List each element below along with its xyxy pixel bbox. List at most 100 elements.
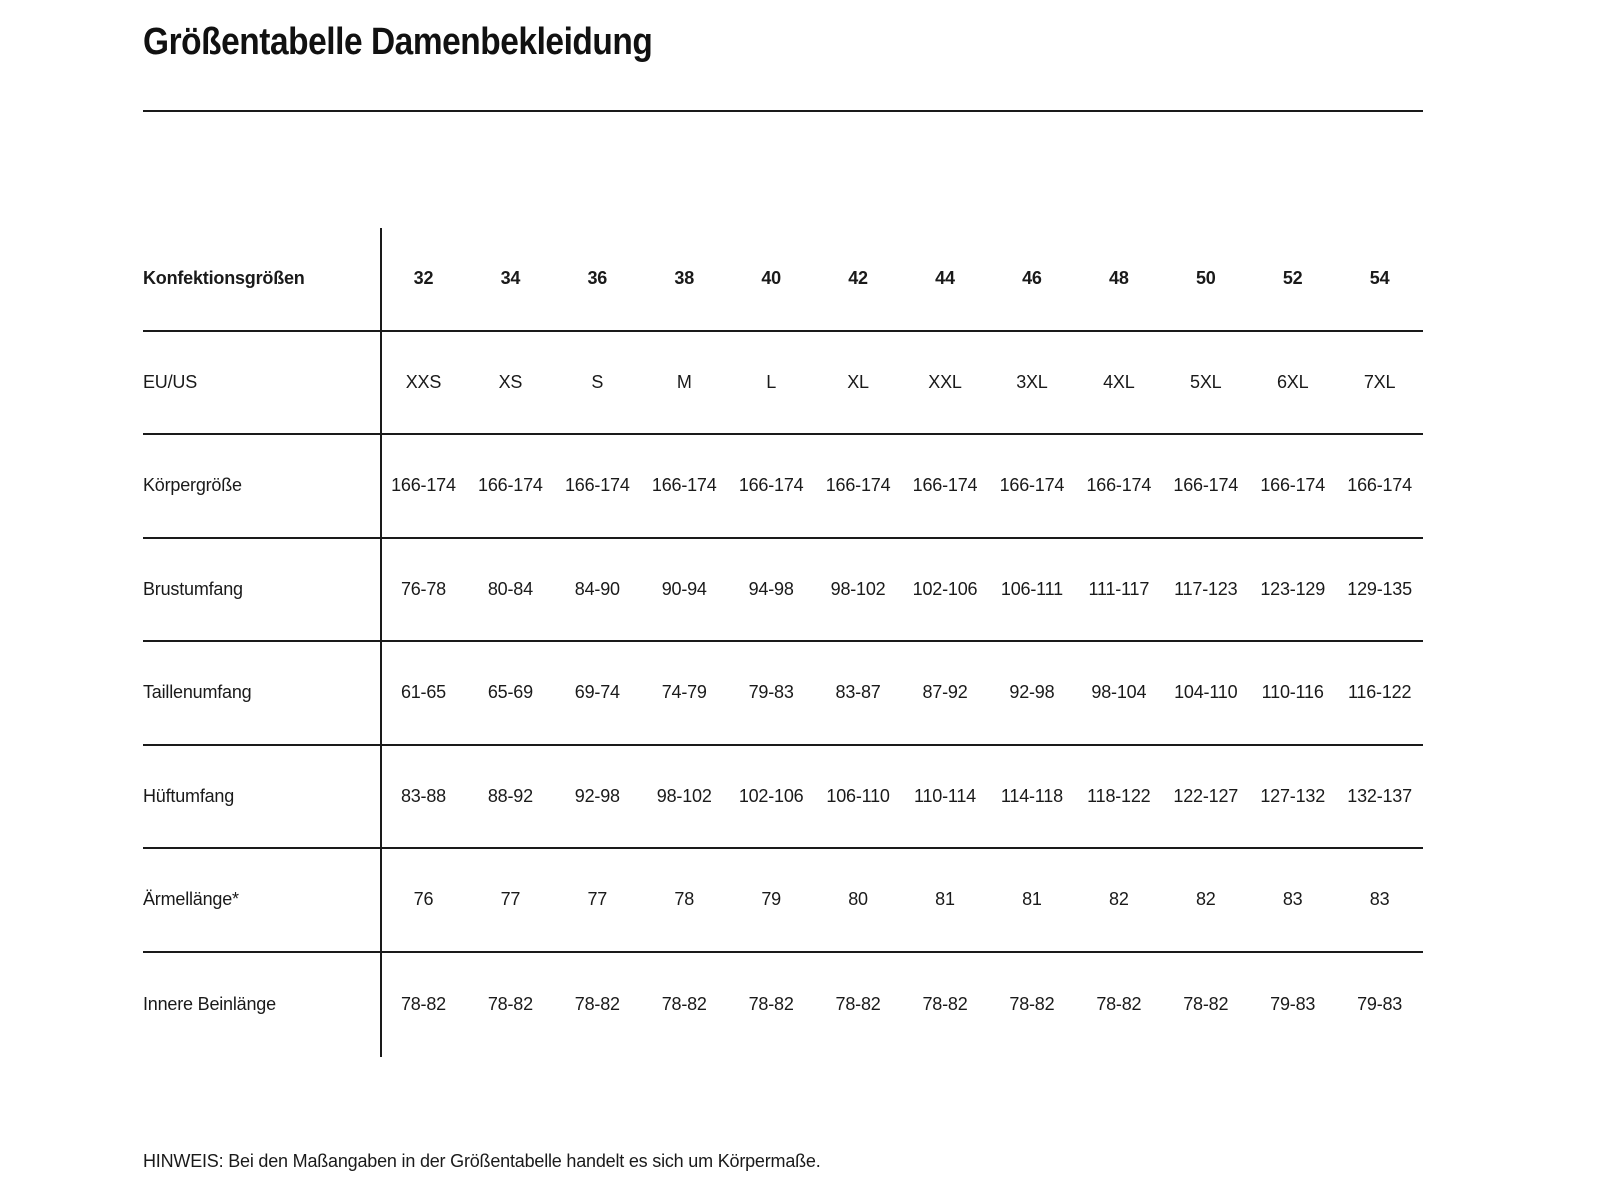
value-cell: 82 <box>1195 889 1216 910</box>
value-cell: 106-110 <box>826 785 890 806</box>
value-cell: 82 <box>1109 889 1129 910</box>
row-label: Innere Beinlänge <box>143 994 276 1014</box>
table-row: Ärmellänge* 76 77 77 78 79 80 81 81 82 82 83 83 <box>143 849 1423 953</box>
value-cell: 78-82 <box>574 994 620 1014</box>
value-cell: L <box>766 371 777 392</box>
size-column-header: 48 <box>1109 268 1129 289</box>
value-cell: 6XL <box>1276 371 1309 392</box>
value-cell: 7XL <box>1363 371 1396 392</box>
size-column-header: 34 <box>500 268 521 289</box>
size-column-header: 50 <box>1195 268 1216 289</box>
size-column-header: 38 <box>674 268 695 289</box>
value-cell: 80 <box>848 889 868 910</box>
value-cell: 79 <box>761 889 781 910</box>
value-cell: 78-82 <box>748 994 794 1014</box>
value-cell: 106-111 <box>1000 578 1063 599</box>
size-column-header: 32 <box>413 268 434 289</box>
value-cell: 102-106 <box>912 578 978 599</box>
value-cell: 98-104 <box>1091 682 1147 703</box>
value-cell: XXL <box>928 371 962 392</box>
size-column-header: 40 <box>761 268 781 289</box>
value-cell: 166-174 <box>1086 475 1152 496</box>
value-cell: 110-116 <box>1261 682 1324 703</box>
value-cell: 78-82 <box>922 994 968 1014</box>
value-cell: 4XL <box>1103 371 1135 392</box>
table-row: Taillenumfang 61-65 65-69 69-74 74-79 79-83 83… <box>143 642 1423 746</box>
value-cell: 88-92 <box>487 785 533 806</box>
value-cell: 78-82 <box>835 994 881 1014</box>
size-column-header: 54 <box>1369 268 1390 289</box>
value-cell: 81 <box>1022 889 1042 910</box>
value-cell: 76-78 <box>400 578 446 599</box>
value-cell: 79-83 <box>748 682 794 703</box>
value-cell: 166-174 <box>651 475 717 496</box>
value-cell: 78-82 <box>1183 994 1229 1014</box>
value-cell: 83-87 <box>835 682 881 703</box>
value-cell: XS <box>498 371 523 392</box>
table-row: Brustumfang 76-78 80-84 84-90 90-94 94-98 98-1… <box>143 539 1423 642</box>
value-cell: 83-88 <box>400 785 446 806</box>
value-cell: 92-98 <box>1009 682 1055 703</box>
value-cell: 110-114 <box>913 785 976 806</box>
size-column-header: 36 <box>587 268 608 289</box>
value-cell: 90-94 <box>661 578 707 599</box>
value-cell: 78 <box>674 889 695 910</box>
page-title: Größentabelle Damenbekleidung <box>143 21 653 63</box>
value-cell: 76 <box>413 889 434 910</box>
table-row: Hüftumfang 83-88 88-92 92-98 98-102 102-106 10… <box>143 746 1423 849</box>
size-column-header: 44 <box>935 268 955 289</box>
value-cell: 87-92 <box>922 682 968 703</box>
value-cell: 94-98 <box>748 578 794 599</box>
value-cell: 78-82 <box>487 994 533 1014</box>
value-cell: M <box>676 371 692 392</box>
value-cell: 166-174 <box>738 475 804 496</box>
value-cell: 114-118 <box>1000 785 1063 806</box>
value-cell: 117-123 <box>1174 578 1238 599</box>
value-cell: 61-65 <box>400 682 446 703</box>
value-cell: 77 <box>500 889 521 910</box>
value-cell: 166-174 <box>912 475 978 496</box>
row-label: Körpergröße <box>143 475 242 496</box>
value-cell: 132-137 <box>1347 785 1412 806</box>
row-label: Ärmellänge* <box>143 889 239 910</box>
row-label: EU/US <box>143 371 198 392</box>
row-label: Hüftumfang <box>143 785 235 806</box>
value-cell: 166-174 <box>391 475 456 496</box>
value-cell: 104-110 <box>1174 682 1238 703</box>
value-cell: 79-83 <box>1270 994 1316 1014</box>
row-label: Taillenumfang <box>143 682 252 703</box>
value-cell: 116-122 <box>1347 682 1412 703</box>
title-divider <box>143 110 1423 112</box>
table-vertical-divider <box>380 228 382 1057</box>
value-cell: 166-174 <box>478 475 543 496</box>
value-cell: 78-82 <box>1009 994 1055 1014</box>
value-cell: 79-83 <box>1357 994 1403 1014</box>
value-cell: 83 <box>1282 889 1303 910</box>
value-cell: 111-117 <box>1088 578 1150 599</box>
size-column-header: 52 <box>1282 268 1303 289</box>
value-cell: 102-106 <box>738 785 804 806</box>
value-cell: 83 <box>1369 889 1390 910</box>
note-text: HINWEIS: Bei den Maßangaben in der Größe… <box>143 1150 821 1171</box>
value-cell: 78-82 <box>400 994 446 1014</box>
value-cell: 81 <box>935 889 955 910</box>
value-cell: 127-132 <box>1260 785 1326 806</box>
value-cell: 77 <box>587 889 608 910</box>
value-cell: 80-84 <box>487 578 533 599</box>
value-cell: XXS <box>405 371 442 392</box>
value-cell: 166-174 <box>1347 475 1412 496</box>
size-column-header: 42 <box>848 268 868 289</box>
size-table: Konfektionsgrößen 32 34 36 38 40 42 44 46 48 50 52 5… <box>143 228 1423 1057</box>
value-cell: 84-90 <box>574 578 620 599</box>
value-cell: 74-79 <box>661 682 707 703</box>
value-cell: 166-174 <box>999 475 1065 496</box>
value-cell: 123-129 <box>1260 578 1326 599</box>
table-row: Körpergröße 166-174 166-174 166-174 166-174 1… <box>143 435 1423 539</box>
value-cell: 166-174 <box>564 475 630 496</box>
row-label: Brustumfang <box>143 578 243 599</box>
value-cell: 122-127 <box>1173 785 1239 806</box>
value-cell: 166-174 <box>825 475 891 496</box>
value-cell: 69-74 <box>574 682 620 703</box>
size-chart-page: Größentabelle Damenbekleidung Konfektion… <box>143 0 1423 1172</box>
value-cell: 98-102 <box>830 578 886 599</box>
